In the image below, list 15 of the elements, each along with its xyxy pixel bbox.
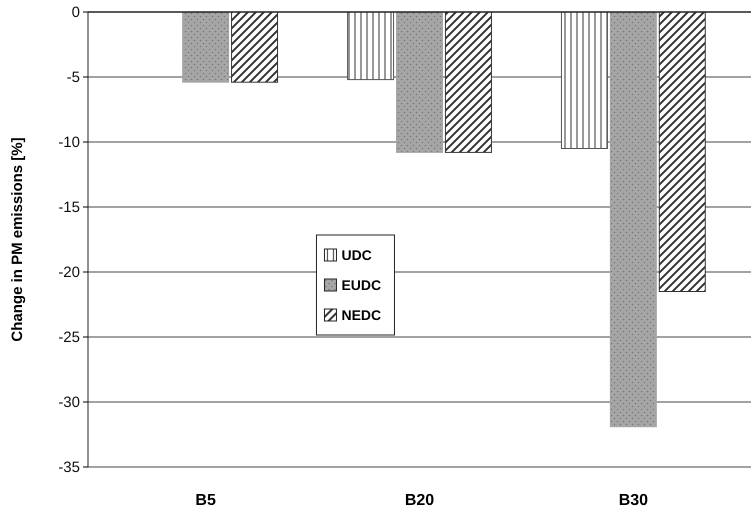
x-tick-label: B20	[404, 492, 434, 509]
legend-label: NEDC	[341, 307, 382, 323]
x-tick-label: B30	[618, 492, 648, 509]
y-tick-label: -20	[58, 264, 80, 281]
legend-label: EUDC	[341, 277, 382, 293]
y-tick-label: -10	[58, 134, 80, 151]
y-tick-label: 0	[72, 4, 80, 21]
x-tick-label: B5	[195, 492, 216, 509]
y-tick-label: -35	[58, 458, 80, 476]
y-axis-title: Change in PM emissions [%]	[9, 137, 26, 342]
y-tick-label: -5	[66, 68, 80, 86]
legend-label: UDC	[341, 247, 372, 263]
y-tick-label: -25	[58, 328, 80, 346]
y-tick-label: -30	[58, 394, 80, 411]
y-tick-label: -15	[58, 198, 80, 216]
